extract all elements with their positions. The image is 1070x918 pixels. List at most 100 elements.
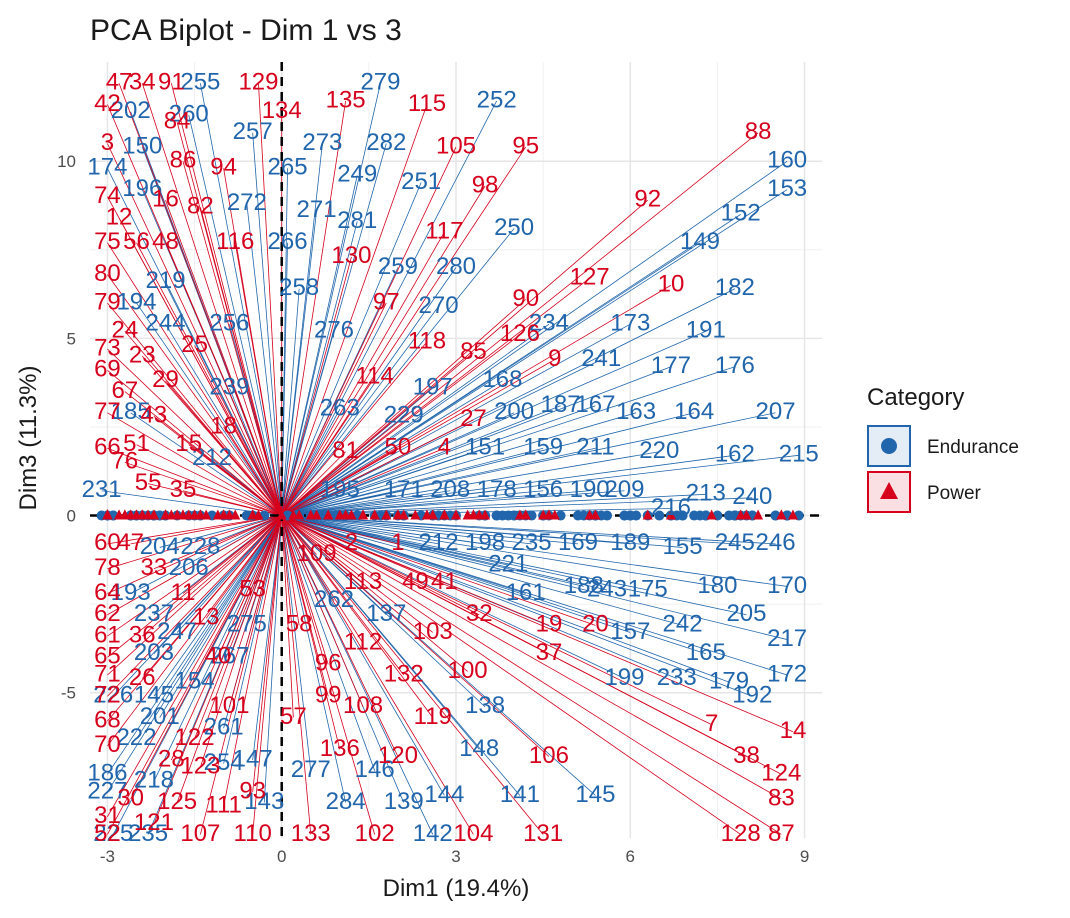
- point-label: 135: [326, 86, 366, 113]
- loading-line: [182, 161, 283, 516]
- point-label: 136: [320, 735, 360, 762]
- point-label: 203: [134, 639, 174, 666]
- loading-line: [165, 242, 283, 516]
- legend-circle-icon: [881, 438, 897, 454]
- point-label: 71: [94, 660, 121, 687]
- point-label: 207: [756, 398, 796, 425]
- x-tick-label: 6: [626, 847, 635, 866]
- loading-line: [281, 83, 381, 516]
- point-label: 142: [413, 820, 453, 847]
- point-label: 190: [570, 476, 610, 503]
- loading-line: [107, 412, 282, 516]
- loading-line: [229, 515, 283, 708]
- point-label: 165: [686, 639, 726, 666]
- point-label: 225: [93, 820, 133, 847]
- loading-line: [107, 515, 282, 616]
- data-point-triangle: [334, 509, 345, 520]
- point-label: 176: [715, 352, 755, 379]
- loading-line: [281, 515, 706, 655]
- point-label: 212: [419, 529, 459, 556]
- loading-line: [281, 199, 648, 516]
- data-point-triangle: [753, 509, 764, 520]
- loading-line: [281, 242, 701, 516]
- loading-line: [194, 345, 283, 516]
- loading-line: [281, 515, 364, 584]
- loading-arrows: [101, 83, 799, 835]
- point-label: 145: [134, 682, 174, 709]
- point-label: 147: [233, 745, 273, 772]
- point-label: 247: [157, 618, 197, 645]
- point-label: 50: [385, 434, 412, 461]
- data-points: [96, 509, 804, 521]
- point-label: 29: [152, 366, 179, 393]
- loading-line: [281, 515, 434, 633]
- point-label: 80: [94, 260, 121, 287]
- loading-line: [281, 100, 498, 516]
- point-label: 233: [657, 664, 697, 691]
- loading-line: [281, 515, 683, 548]
- legend-entries: Endurance Power: [867, 425, 1019, 513]
- loading-line: [281, 515, 405, 676]
- point-label: 96: [315, 650, 342, 677]
- point-label: 266: [268, 228, 308, 255]
- loading-line: [281, 447, 596, 516]
- point-label: 31: [94, 802, 121, 829]
- point-label: 69: [94, 356, 121, 383]
- loading-line: [281, 221, 358, 516]
- point-label: 275: [227, 611, 267, 638]
- point-label: 72: [94, 682, 121, 709]
- point-label: 133: [291, 820, 331, 847]
- loading-line: [165, 281, 283, 516]
- point-label: 26: [129, 664, 156, 691]
- point-label: 121: [134, 809, 174, 836]
- data-point-triangle: [451, 509, 461, 520]
- point-label: 93: [239, 777, 266, 804]
- loading-line: [281, 366, 672, 516]
- loading-line: [281, 405, 596, 516]
- point-label: 28: [158, 745, 185, 772]
- loading-line: [107, 515, 283, 793]
- point-label: 151: [465, 434, 505, 461]
- point-label: 86: [170, 147, 197, 174]
- loading-line: [281, 409, 341, 516]
- point-label: 197: [413, 373, 453, 400]
- x-tick-label: 9: [800, 847, 809, 866]
- point-label: 108: [343, 692, 383, 719]
- loading-line: [281, 515, 625, 679]
- point-label: 103: [413, 618, 453, 645]
- point-label: 204: [140, 533, 180, 560]
- point-label: 188: [564, 572, 604, 599]
- loading-line: [118, 83, 283, 516]
- point-label: 185: [111, 398, 151, 425]
- loading-line: [281, 515, 399, 757]
- legend-title: Category: [867, 384, 964, 411]
- point-label: 250: [494, 214, 534, 241]
- data-point-triangle: [358, 509, 369, 520]
- loading-line: [281, 412, 637, 516]
- loading-line: [281, 331, 335, 516]
- point-label: 179: [709, 667, 749, 694]
- point-label: 202: [111, 97, 151, 124]
- loading-line: [136, 242, 283, 516]
- loading-line: [281, 306, 439, 516]
- y-tick-label: 5: [67, 329, 76, 348]
- point-label: 60: [94, 529, 121, 556]
- point-label: 99: [315, 682, 342, 709]
- x-tick-label: -3: [100, 847, 115, 866]
- loading-line: [107, 515, 282, 637]
- point-label: 240: [732, 483, 772, 510]
- point-label: 205: [726, 600, 766, 627]
- point-label: 239: [209, 373, 249, 400]
- point-label: 94: [210, 154, 237, 181]
- point-label: 11: [170, 579, 195, 606]
- point-label: 192: [732, 682, 772, 709]
- loading-line: [281, 515, 550, 757]
- point-label: 226: [93, 682, 133, 709]
- data-point-triangle: [369, 509, 380, 520]
- point-label: 124: [761, 760, 801, 787]
- loading-line: [153, 515, 282, 570]
- point-label: 209: [604, 476, 644, 503]
- loading-line: [281, 419, 474, 516]
- data-point-triangle: [276, 509, 287, 520]
- point-label: 159: [523, 434, 563, 461]
